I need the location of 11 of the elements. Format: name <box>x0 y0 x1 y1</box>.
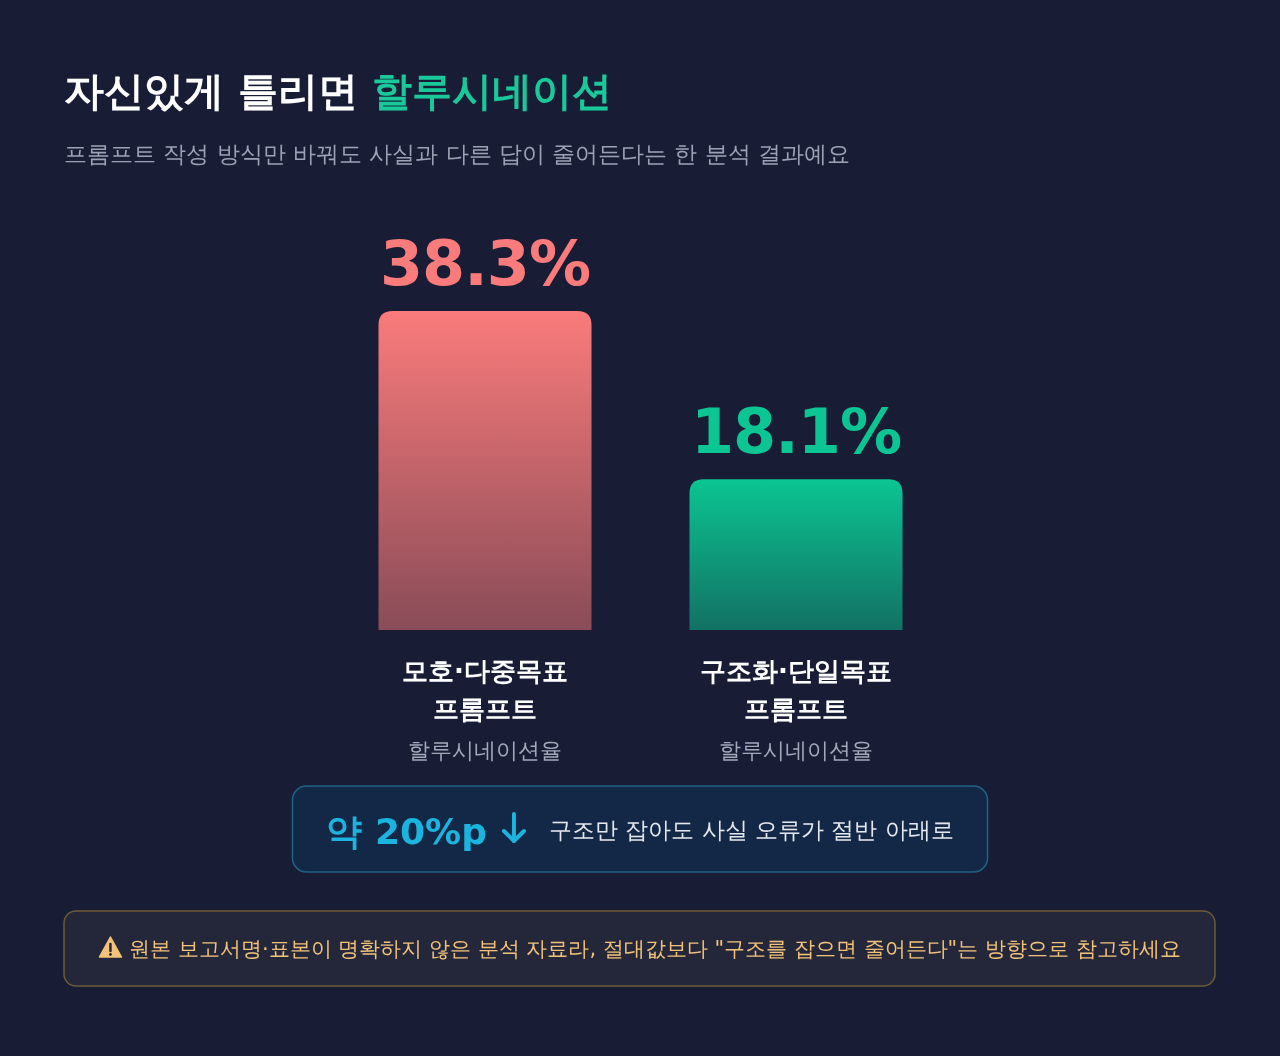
data-label: 18.1% <box>690 395 902 469</box>
chart-subtitle: 프롬프트 작성 방식만 바꿔도 사실과 다른 답이 줄어든다는 한 분석 결과예요 <box>64 141 851 167</box>
text: 구조만 잡아도 사실 오류가 절반 아래로 <box>548 817 954 843</box>
text: 약 20%p <box>326 811 487 852</box>
text: 할루시네이션율 <box>719 738 873 763</box>
text: 할루시네이션율 <box>408 738 562 763</box>
text: 원본 보고서명·표본이 명확하지 않은 분석 자료라, 절대값보다 "구조를 잡으면 줄어든다"는 방향으로 참고하세요 <box>129 937 1181 961</box>
x-tick-label: 모호·다중목표 프롬프트 <box>402 656 568 724</box>
data-label: 38.3% <box>379 227 591 300</box>
chart-title: 자신있게 틀리면 할루시네이션 <box>64 68 612 114</box>
x-tick-label: 구조화·단일목표 프롬프트 <box>700 656 892 724</box>
